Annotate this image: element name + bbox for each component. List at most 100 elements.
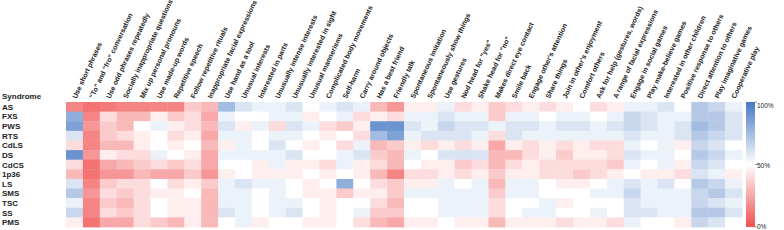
cell — [607, 140, 624, 150]
cell — [489, 179, 506, 189]
cell — [522, 121, 539, 131]
cell — [320, 131, 337, 141]
cell — [691, 112, 708, 122]
row-label: LS — [2, 180, 13, 189]
cells — [66, 102, 742, 227]
cell — [539, 208, 556, 218]
cell — [641, 208, 658, 218]
cell — [674, 140, 691, 150]
cell — [167, 169, 184, 179]
cell — [455, 121, 472, 131]
cell — [438, 121, 455, 131]
cell — [658, 217, 675, 227]
cell — [590, 208, 607, 218]
cell — [573, 131, 590, 141]
cell — [438, 208, 455, 218]
cell — [522, 150, 539, 160]
cell — [151, 112, 168, 122]
cell — [201, 131, 218, 141]
cell — [455, 169, 472, 179]
cell — [286, 198, 303, 208]
cell — [252, 150, 269, 160]
cell — [539, 217, 556, 227]
cell — [421, 112, 438, 122]
cell — [404, 169, 421, 179]
cell — [167, 102, 184, 112]
cell — [252, 169, 269, 179]
cell — [472, 198, 489, 208]
cell — [303, 198, 320, 208]
cell — [624, 160, 641, 170]
cell — [421, 150, 438, 160]
cell — [167, 189, 184, 199]
cell — [708, 179, 725, 189]
cell — [83, 112, 100, 122]
cell — [167, 160, 184, 170]
cell — [303, 208, 320, 218]
cell — [370, 102, 387, 112]
cell — [539, 102, 556, 112]
cell — [658, 179, 675, 189]
cell — [455, 160, 472, 170]
cell — [421, 208, 438, 218]
cell — [455, 217, 472, 227]
cell — [218, 179, 235, 189]
row-label: 1p36 — [2, 170, 21, 179]
cell — [286, 160, 303, 170]
heatmap-svg: SyndromeUse short phrases“To” and “fro” … — [0, 0, 784, 230]
cell — [624, 208, 641, 218]
cell — [336, 217, 353, 227]
cell — [184, 160, 201, 170]
cell — [674, 121, 691, 131]
cell — [218, 140, 235, 150]
cell — [151, 179, 168, 189]
cell — [489, 102, 506, 112]
cell — [66, 179, 83, 189]
cell — [151, 169, 168, 179]
cell — [624, 150, 641, 160]
cell — [269, 217, 286, 227]
cell — [117, 208, 134, 218]
cell — [269, 189, 286, 199]
cell — [100, 131, 117, 141]
cell — [404, 102, 421, 112]
cell — [708, 160, 725, 170]
cell — [641, 169, 658, 179]
cell — [472, 121, 489, 131]
cell — [539, 131, 556, 141]
cell — [455, 208, 472, 218]
cell — [370, 208, 387, 218]
cell — [522, 140, 539, 150]
cell — [556, 121, 573, 131]
cell — [218, 169, 235, 179]
cell — [66, 102, 83, 112]
cell — [489, 150, 506, 160]
cell — [455, 140, 472, 150]
cell — [336, 150, 353, 160]
cell — [725, 121, 742, 131]
cell — [235, 217, 252, 227]
cell — [455, 112, 472, 122]
cell — [303, 150, 320, 160]
cell — [134, 179, 151, 189]
cell — [438, 102, 455, 112]
cell — [505, 189, 522, 199]
cell — [573, 179, 590, 189]
cell — [387, 208, 404, 218]
cell — [252, 179, 269, 189]
cell — [117, 169, 134, 179]
cell — [167, 198, 184, 208]
cell — [607, 131, 624, 141]
cell — [100, 140, 117, 150]
cell — [100, 208, 117, 218]
cell — [455, 189, 472, 199]
cell — [303, 189, 320, 199]
cell — [387, 217, 404, 227]
cell — [489, 121, 506, 131]
cell — [455, 179, 472, 189]
cell — [472, 150, 489, 160]
cell — [353, 208, 370, 218]
colorbar — [746, 102, 755, 227]
cell — [438, 131, 455, 141]
cell — [522, 179, 539, 189]
